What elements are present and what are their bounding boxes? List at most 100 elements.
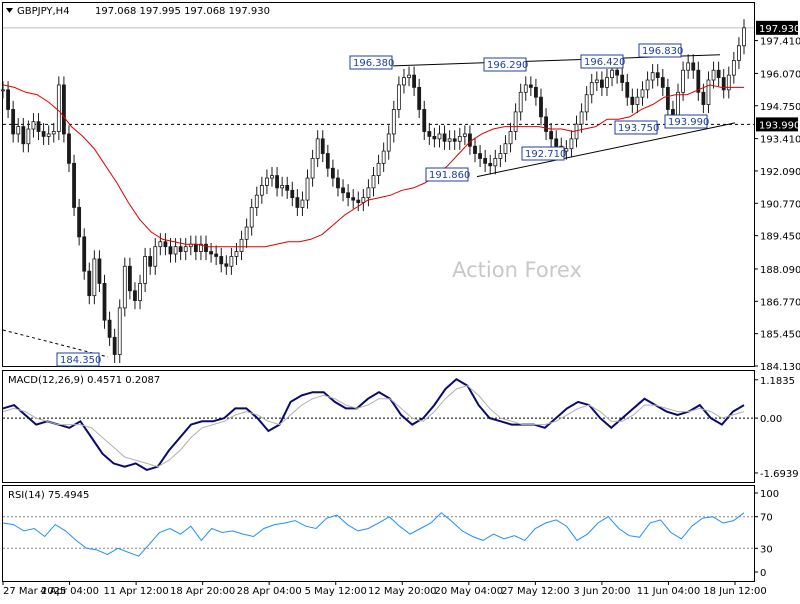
macd-signal-line — [3, 386, 744, 467]
price-bar-body — [17, 127, 20, 134]
price-bar-body — [641, 90, 644, 97]
price-bar-body — [534, 87, 537, 97]
annotation-label: 193.750 — [618, 123, 659, 134]
price-tick-label: 188.090 — [760, 265, 800, 276]
price-bar-body — [702, 92, 705, 104]
macd-tick-label: 0.00 — [760, 414, 782, 425]
price-bar-body — [139, 283, 142, 300]
price-bar-body — [489, 163, 492, 165]
price-bar-body — [570, 139, 573, 149]
annotation-label: 196.830 — [642, 46, 683, 57]
rsi-tick-label: 100 — [760, 489, 779, 500]
price-bar-body — [113, 337, 116, 354]
price-tick-label: 192.090 — [760, 167, 800, 178]
price-tick-label: 184.130 — [760, 362, 800, 373]
time-tick-label: 28 Apr 04:00 — [237, 586, 302, 597]
price-bar-body — [179, 247, 182, 252]
price-bar-body — [524, 85, 527, 92]
price-bar-body — [306, 178, 309, 200]
collapse-triangle-icon[interactable] — [6, 8, 13, 13]
price-tick-label: 197.410 — [760, 37, 800, 48]
price-bar-body — [184, 247, 187, 252]
price-bar-body — [98, 259, 101, 284]
price-bar-body — [291, 190, 294, 197]
price-bar-body — [230, 256, 233, 266]
price-bar-body — [336, 178, 339, 188]
price-bar-body — [545, 117, 548, 132]
price-bar-body — [144, 256, 147, 283]
price-tick-label: 193.410 — [760, 135, 800, 146]
price-bar-body — [42, 131, 45, 136]
price-bar-body — [52, 131, 55, 133]
price-tick-label: 189.450 — [760, 232, 800, 243]
price-bar-body — [463, 134, 466, 136]
price-bar-body — [352, 198, 355, 200]
price-bar-body — [687, 63, 690, 70]
price-bar-body — [149, 256, 152, 266]
price-bar-body — [194, 244, 197, 251]
rsi-title: RSI(14) 75.4945 — [8, 490, 89, 501]
price-bar-body — [27, 129, 30, 144]
watermark: Action Forex — [452, 258, 582, 282]
price-bar-body — [83, 237, 86, 271]
price-bar-body — [154, 247, 157, 267]
price-bar-body — [504, 144, 507, 154]
price-bar-body — [377, 163, 380, 175]
price-bar-body — [717, 70, 720, 77]
price-bar-body — [342, 188, 345, 193]
price-bar-body — [499, 154, 502, 159]
time-tick-label: 11 Jun 04:00 — [637, 586, 701, 597]
price-bar-body — [707, 80, 710, 105]
price-bar-body — [402, 78, 405, 85]
price-bar-body — [169, 247, 172, 254]
price-bar-body — [732, 60, 735, 75]
time-tick-label: 4 Apr 04:00 — [40, 586, 99, 597]
price-bar-body — [423, 109, 426, 131]
price-bar-body — [514, 112, 517, 132]
price-bar-body — [32, 122, 35, 129]
price-bar-body — [47, 134, 50, 136]
price-ticks-group: 197.410196.070194.750193.410192.090190.7… — [754, 37, 800, 373]
price-bar-body — [631, 97, 634, 104]
price-bar-body — [265, 178, 268, 185]
price-bar-body — [651, 73, 654, 80]
price-bar-body — [575, 124, 578, 139]
price-bar-body — [666, 87, 669, 109]
price-bar-body — [484, 158, 487, 163]
price-bar-body — [57, 85, 60, 132]
price-bar-body — [474, 146, 477, 153]
price-bar-body — [235, 252, 238, 257]
price-bar-body — [433, 136, 436, 138]
price-bar-body — [692, 63, 695, 70]
price-bar-body — [616, 70, 619, 75]
price-bar-body — [276, 176, 279, 188]
price-bar-body — [585, 95, 588, 112]
price-bar-body — [311, 158, 314, 178]
price-bar-body — [128, 266, 131, 291]
price-bar-body — [550, 131, 553, 138]
price-bar-body — [103, 283, 106, 320]
price-bar-body — [225, 264, 228, 266]
price-bar-body — [682, 70, 685, 92]
annotation-label: 196.420 — [584, 57, 625, 68]
price-bar-body — [453, 139, 456, 141]
price-bar-body — [93, 259, 96, 296]
price-bar-body — [408, 75, 411, 77]
price-bar-body — [621, 75, 624, 82]
price-bar-body — [580, 112, 583, 124]
price-bar-body — [12, 109, 15, 134]
price-bar-body — [372, 176, 375, 188]
price-bar-body — [164, 242, 167, 247]
price-bar-body — [357, 200, 360, 202]
price-bar-body — [605, 78, 608, 88]
macd-tick-label: 1.1835 — [760, 376, 795, 387]
price-bar-body — [438, 134, 441, 139]
time-tick-label: 11 Apr 12:00 — [103, 586, 168, 597]
price-bar-body — [626, 82, 629, 97]
price-bar-body — [220, 256, 223, 263]
price-bar-body — [428, 131, 431, 136]
price-bar-body — [245, 227, 248, 239]
price-bar-body — [539, 97, 542, 117]
